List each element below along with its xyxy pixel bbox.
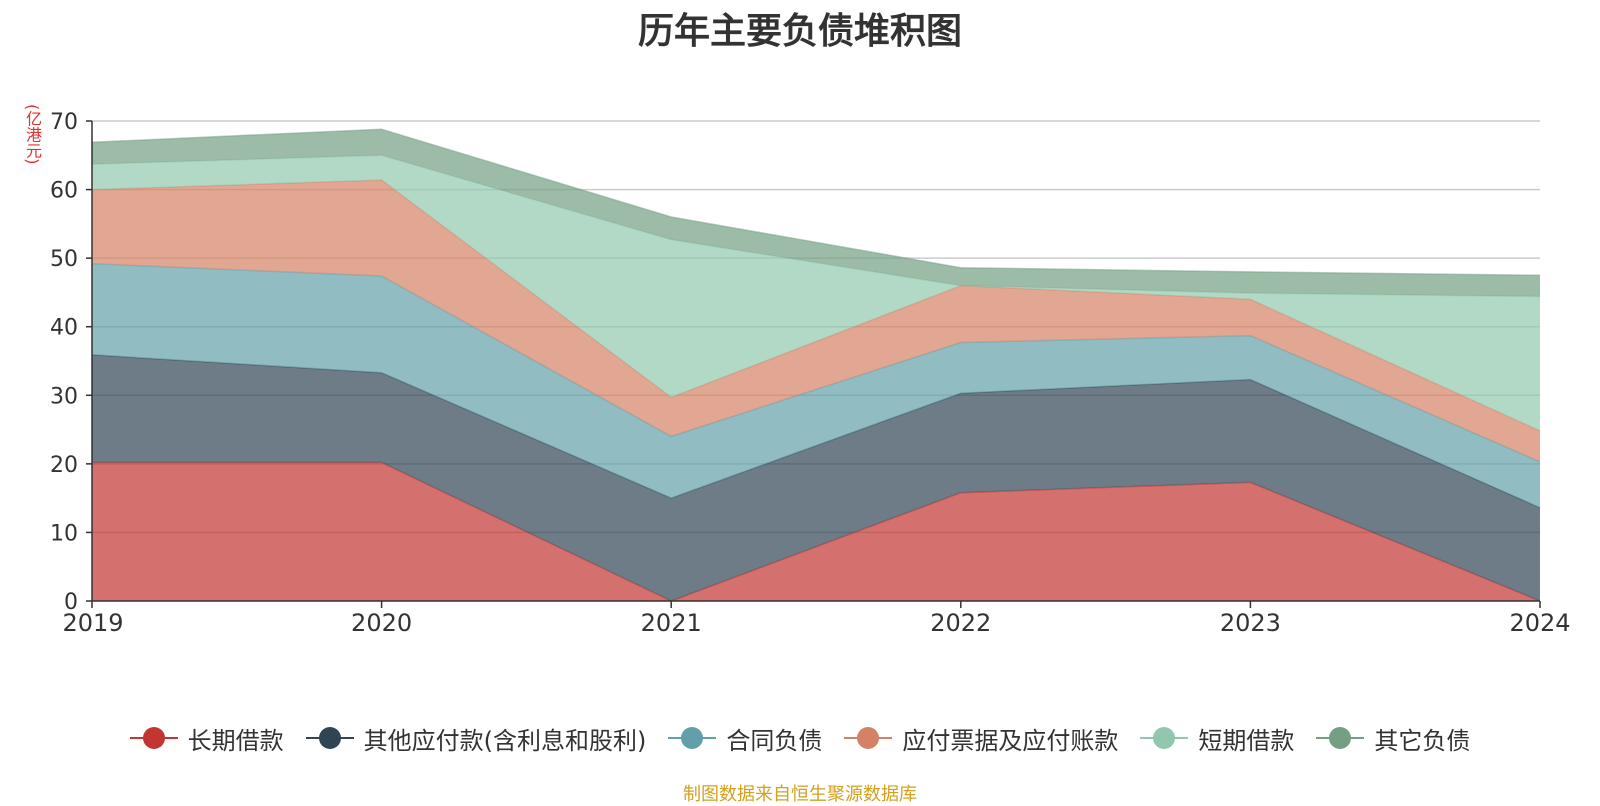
x-tick-label: 2020 (351, 609, 412, 637)
x-tick-label: 2021 (641, 609, 702, 637)
legend-dot-icon (1329, 727, 1352, 749)
area-series-3 (92, 263, 1540, 508)
y-tick-label: 40 (50, 316, 78, 341)
y-tick-label: 30 (50, 384, 78, 409)
y-axis-unit-label: (亿港元) (23, 104, 42, 165)
legend: 长期借款 其他应付款(含利息和股利) 合同负债 应付票据及应付账款 短期借款 其它负债 (0, 718, 1600, 758)
area-series-layer (91, 128, 1541, 602)
legend-label: 合同负债 (726, 726, 823, 755)
legend-item-2[interactable]: 其他应付款(含利息和股利) (305, 721, 647, 756)
chart-title: 历年主要负债堆积图 (637, 11, 962, 52)
y-tick-label: 60 (50, 179, 78, 204)
legend-item-1[interactable]: 长期借款 (129, 721, 284, 756)
axes: 0 10 20 30 40 50 60 70 2019 2020 2021 2022 2023 2024 (50, 110, 1571, 637)
area-series-edge-4 (91, 179, 1541, 432)
x-tick-label: 2022 (930, 609, 991, 637)
legend-label: 短期借款 (1198, 726, 1295, 755)
legend-marker-icon (1140, 726, 1189, 750)
legend-item-3[interactable]: 合同负债 (668, 721, 822, 756)
area-series-edge-6 (91, 128, 1541, 277)
legend-dot-icon (1153, 727, 1176, 749)
y-tick-label: 70 (50, 110, 78, 135)
legend-dot-icon (857, 727, 880, 749)
y-tick-label: 50 (50, 247, 78, 272)
legend-marker-icon (1316, 726, 1365, 750)
area-series-4 (92, 180, 1540, 462)
legend-label: 其它负债 (1374, 726, 1471, 755)
y-tick-label: 20 (50, 453, 78, 478)
legend-label: 长期借款 (187, 726, 284, 755)
legend-item-5[interactable]: 短期借款 (1140, 721, 1294, 756)
area-series-2 (92, 354, 1540, 601)
x-tick-label: 2023 (1220, 609, 1281, 637)
x-tick-label: 2024 (1509, 609, 1570, 637)
area-series-6 (92, 129, 1540, 297)
legend-marker-icon (129, 726, 178, 750)
legend-dot-icon (681, 727, 704, 749)
legend-marker-icon (305, 726, 354, 750)
legend-dot-icon (318, 727, 341, 749)
legend-marker-icon (844, 726, 893, 750)
legend-label: 应付票据及应付账款 (902, 726, 1119, 755)
area-series-5 (92, 155, 1540, 431)
y-tick-label: 10 (50, 521, 78, 546)
legend-dot-icon (142, 727, 165, 749)
legend-label: 其他应付款(含利息和股利) (363, 726, 647, 755)
x-tick-label: 2019 (62, 609, 123, 637)
source-note: 制图数据来自恒生聚源数据库 (683, 784, 917, 805)
legend-item-4[interactable]: 应付票据及应付账款 (844, 721, 1118, 756)
legend-marker-icon (668, 726, 717, 750)
legend-item-6[interactable]: 其它负债 (1316, 721, 1470, 756)
y-tick-label: 0 (64, 590, 78, 615)
